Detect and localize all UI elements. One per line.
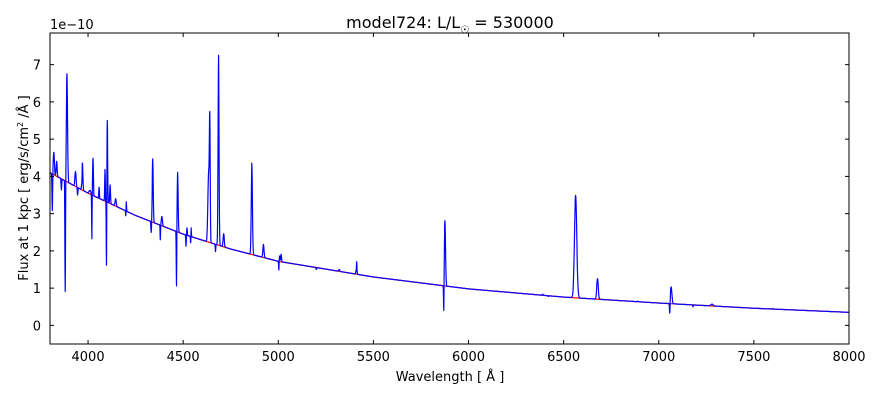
title-main: model724: L/L (346, 13, 460, 32)
x-tick-label: 4500 (167, 350, 200, 365)
x-tick-label: 7000 (642, 350, 675, 365)
y-tick-label: 2 (33, 245, 41, 260)
y-tick-label: 1 (33, 282, 41, 297)
ylabel-main: Flux at 1 kpc [ erg/s/cm (17, 127, 32, 281)
y-axis-label: Flux at 1 kpc [ erg/s/cm2 /Å ] (16, 95, 32, 280)
x-tick-label: 5500 (357, 350, 390, 365)
y-tick-label: 4 (33, 170, 41, 185)
title-sub: ☉ (460, 25, 469, 36)
y-tick-label: 0 (33, 319, 41, 334)
x-tick-label: 5000 (262, 350, 295, 365)
x-tick-label: 7500 (737, 350, 770, 365)
y-tick-label: 3 (33, 208, 41, 223)
continuum-line (49, 172, 849, 313)
x-tick-label: 6500 (547, 350, 580, 365)
x-tick-label: 4000 (72, 350, 105, 365)
y-offset-label: 1e−10 (50, 18, 94, 33)
x-tick-label: 6000 (452, 350, 485, 365)
spectrum-line (49, 54, 850, 314)
y-tick-label: 6 (33, 96, 41, 111)
x-tick-label: 8000 (832, 350, 865, 365)
chart-title: model724: L/L☉ = 530000 (346, 13, 554, 36)
ylabel-tail: /Å ] (16, 95, 32, 122)
title-tail: = 530000 (469, 13, 554, 32)
y-tick-label: 5 (33, 133, 41, 148)
x-axis-label: Wavelength [ Å ] (396, 369, 505, 385)
y-tick-label: 7 (33, 59, 41, 74)
plot-frame (49, 32, 850, 345)
ylabel-sup: 2 (16, 122, 25, 127)
